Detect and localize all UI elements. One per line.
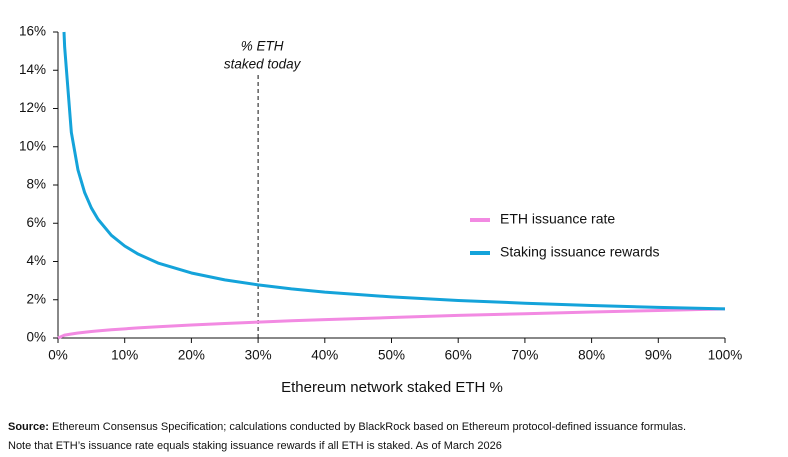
source: Source: Ethereum Consensus Specification…: [8, 421, 686, 433]
x-tick-label: 50%: [378, 348, 405, 363]
y-tick-label: 6%: [26, 215, 46, 230]
x-tick-label: 40%: [311, 348, 338, 363]
annotation-text: staked today: [224, 57, 302, 72]
legend-label: ETH issuance rate: [500, 211, 615, 227]
x-tick-label: 30%: [245, 348, 272, 363]
x-tick-label: 20%: [178, 348, 205, 363]
y-tick-label: 0%: [26, 330, 46, 345]
note: Note that ETH’s issuance rate equals sta…: [8, 440, 502, 452]
y-tick-label: 10%: [19, 138, 46, 153]
x-tick-label: 80%: [578, 348, 605, 363]
annotation-text: % ETH: [241, 39, 284, 54]
series-line: [57, 307, 726, 340]
y-tick-label: 2%: [26, 291, 46, 306]
y-tick-label: 14%: [19, 62, 46, 77]
x-tick-label: 90%: [645, 348, 672, 363]
x-tick-label: 0%: [48, 348, 68, 363]
x-tick-label: 10%: [111, 348, 138, 363]
source-text: Ethereum Consensus Specification; calcul…: [52, 421, 686, 433]
legend-label: Staking issuance rewards: [500, 244, 660, 260]
x-axis-title: Ethereum network staked ETH %: [281, 379, 503, 396]
y-tick-label: 12%: [19, 100, 46, 115]
x-tick-label: 100%: [708, 348, 743, 363]
series-line: [62, 31, 726, 311]
x-tick-label: 70%: [511, 348, 538, 363]
y-tick-label: 8%: [26, 177, 46, 192]
y-tick-label: 16%: [19, 24, 46, 39]
y-tick-label: 4%: [26, 253, 46, 268]
x-tick-label: 60%: [445, 348, 472, 363]
source-label: Source:: [8, 421, 49, 433]
